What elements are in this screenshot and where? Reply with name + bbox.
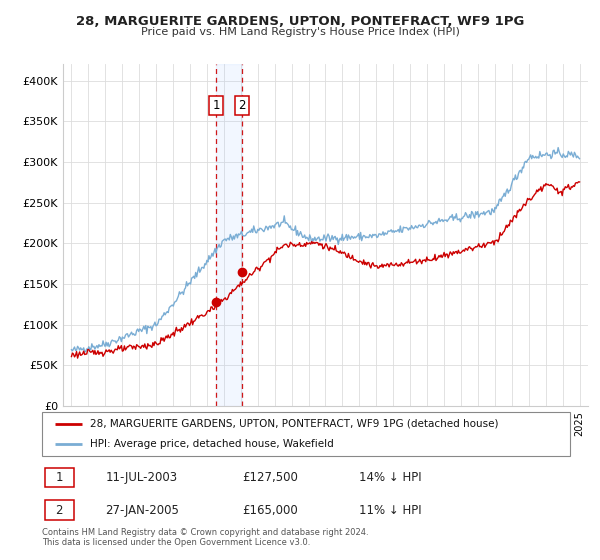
Text: 11% ↓ HPI: 11% ↓ HPI: [359, 503, 421, 516]
Text: 2: 2: [238, 99, 246, 111]
FancyBboxPatch shape: [42, 412, 570, 456]
Text: £127,500: £127,500: [242, 471, 299, 484]
Text: 11-JUL-2003: 11-JUL-2003: [106, 471, 178, 484]
Text: 14% ↓ HPI: 14% ↓ HPI: [359, 471, 421, 484]
Text: 27-JAN-2005: 27-JAN-2005: [106, 503, 179, 516]
Text: 1: 1: [55, 471, 63, 484]
Text: 28, MARGUERITE GARDENS, UPTON, PONTEFRACT, WF9 1PG (detached house): 28, MARGUERITE GARDENS, UPTON, PONTEFRAC…: [89, 419, 498, 429]
Text: 2: 2: [55, 503, 63, 516]
Text: 1: 1: [212, 99, 220, 111]
FancyBboxPatch shape: [44, 468, 74, 487]
Text: Contains HM Land Registry data © Crown copyright and database right 2024.
This d: Contains HM Land Registry data © Crown c…: [42, 528, 368, 547]
Text: HPI: Average price, detached house, Wakefield: HPI: Average price, detached house, Wake…: [89, 439, 333, 449]
Text: Price paid vs. HM Land Registry's House Price Index (HPI): Price paid vs. HM Land Registry's House …: [140, 27, 460, 37]
Text: 28, MARGUERITE GARDENS, UPTON, PONTEFRACT, WF9 1PG: 28, MARGUERITE GARDENS, UPTON, PONTEFRAC…: [76, 15, 524, 28]
Text: £165,000: £165,000: [242, 503, 298, 516]
FancyBboxPatch shape: [44, 500, 74, 520]
Bar: [216, 64, 242, 406]
